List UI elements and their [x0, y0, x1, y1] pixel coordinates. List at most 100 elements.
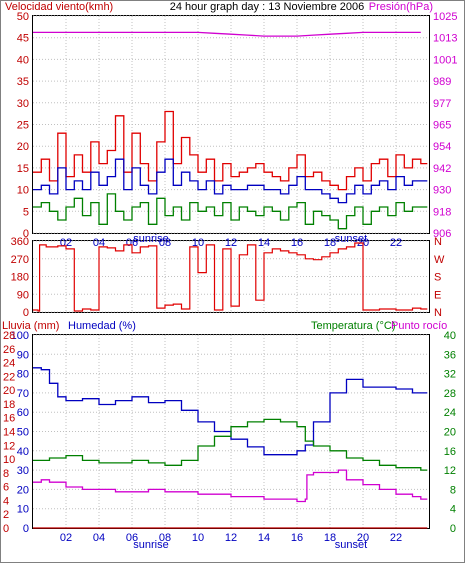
x-tick-label: 16	[291, 237, 303, 249]
humidity-axis-tick: 30	[17, 465, 29, 477]
x-tick-label: 04	[93, 237, 105, 249]
pressure-axis-tick: 930	[433, 185, 451, 197]
x-tick-label: 18	[324, 532, 336, 544]
humidity-axis-tick: 80	[17, 369, 29, 381]
rain-axis-tick: 18	[3, 399, 15, 411]
direction-axis-tick: 90	[17, 289, 29, 301]
humidity-axis-tick: 0	[23, 523, 29, 535]
humidity-label: Humedad (%)	[68, 320, 136, 332]
humidity-axis-tick: 40	[17, 446, 29, 458]
humidity-axis-tick: 90	[17, 349, 29, 361]
humidity-axis-tick: 70	[17, 388, 29, 400]
rain-axis-tick: 0	[3, 523, 9, 535]
rain-axis-tick: 12	[3, 440, 15, 452]
pressure-axis-tick: 1013	[433, 33, 457, 45]
x-tick-label: 22	[390, 237, 402, 249]
pressure-axis-tick: 906	[433, 228, 451, 240]
direction-axis-tick: 270	[11, 254, 29, 266]
rain-axis-tick: 4	[3, 495, 9, 507]
x-tick-label: 08	[159, 532, 171, 544]
humidity-axis-tick: 20	[17, 484, 29, 496]
temperature-axis-tick: 16	[444, 446, 456, 458]
temperature-axis-tick: 28	[444, 388, 456, 400]
graph-title: 24 hour graph day : 13 Noviembre 2006	[170, 1, 364, 13]
dewpoint-label: Punto rocío	[391, 320, 447, 332]
pressure-axis-tick: 1025	[433, 11, 457, 23]
rain-axis-tick: 8	[3, 468, 9, 480]
rain-axis-tick: 14	[3, 427, 15, 439]
rain-axis-tick: 2	[3, 509, 9, 521]
wind-axis-tick: 20	[17, 141, 29, 153]
rain-axis-tick: 10	[3, 454, 15, 466]
x-tick-label: 08	[159, 237, 171, 249]
x-tick-label: 16	[291, 532, 303, 544]
x-tick-label: 22	[390, 532, 402, 544]
temperature-axis-tick: 8	[450, 484, 456, 496]
temperature-series	[33, 418, 428, 471]
wind-axis-tick: 35	[17, 76, 29, 88]
wind-axis-tick: 45	[17, 33, 29, 45]
direction-axis-tick: 0	[23, 307, 29, 319]
pressure-axis-tick: 942	[433, 163, 451, 175]
wind-axis-tick: 0	[23, 228, 29, 240]
pressure-axis-tick: 965	[433, 120, 451, 132]
humidity-series	[33, 367, 428, 456]
pressure-series	[33, 31, 421, 37]
humidity-axis-tick: 10	[17, 504, 29, 516]
avg-wind-series	[33, 158, 428, 204]
wind-axis-tick: 15	[17, 163, 29, 175]
pressure-axis-tick: 989	[433, 76, 451, 88]
temperature-axis-tick: 20	[444, 427, 456, 439]
rain-label: Lluvia (mm)	[2, 320, 59, 332]
sunset-label-bottom: sunset	[335, 539, 367, 551]
wind-axis-tick: 10	[17, 185, 29, 197]
pressure-axis-tick: 918	[433, 206, 451, 218]
pressure-axis-tick: 1001	[433, 54, 457, 66]
wind-speed-label: Velocidad viento(kmh)	[5, 1, 113, 13]
direction-compass-tick: E	[434, 289, 441, 301]
direction-compass-tick: W	[434, 254, 445, 266]
wind-axis-tick: 50	[17, 11, 29, 23]
temperature-axis-tick: 12	[444, 465, 456, 477]
wind-axis-tick: 25	[17, 120, 29, 132]
wind-axis-tick: 40	[17, 54, 29, 66]
x-tick-label: 14	[258, 532, 270, 544]
temperature-label: Temperatura (°C)	[311, 320, 395, 332]
rain-axis-tick: 26	[3, 344, 15, 356]
x-tick-label: 06	[126, 532, 138, 544]
direction-compass-tick: N	[434, 236, 442, 248]
direction-compass-tick: N	[434, 307, 442, 319]
dewpoint-series	[33, 469, 428, 503]
sunrise-label-top: sunrise	[133, 233, 168, 245]
temperature-axis-tick: 4	[450, 504, 456, 516]
sunset-label-top: sunset	[335, 233, 367, 245]
sunrise-label-bottom: sunrise	[133, 539, 168, 551]
x-tick-label: 14	[258, 237, 270, 249]
rain-axis-tick: 28	[3, 330, 15, 342]
wind-direction-series	[33, 242, 428, 312]
x-tick-label: 18	[324, 237, 336, 249]
x-tick-label: 06	[126, 237, 138, 249]
temperature-axis-tick: 0	[450, 523, 456, 535]
wind-axis-tick: 5	[23, 206, 29, 218]
x-tick-label: 04	[93, 532, 105, 544]
rain-axis-tick: 24	[3, 358, 15, 370]
x-tick-label: 02	[60, 532, 72, 544]
direction-axis-tick: 360	[11, 236, 29, 248]
x-tick-label: 12	[225, 237, 237, 249]
wind-axis-tick: 30	[17, 98, 29, 110]
temperature-axis-tick: 36	[444, 349, 456, 361]
humidity-axis-tick: 50	[17, 427, 29, 439]
direction-axis-tick: 180	[11, 272, 29, 284]
temperature-axis-tick: 24	[444, 407, 456, 419]
x-tick-label: 12	[225, 532, 237, 544]
pressure-axis-tick: 954	[433, 141, 451, 153]
x-tick-label: 10	[192, 237, 204, 249]
rain-axis-tick: 6	[3, 482, 9, 494]
x-tick-label: 20	[357, 532, 369, 544]
temperature-axis-tick: 40	[444, 330, 456, 342]
min-wind-series	[33, 193, 428, 230]
temperature-axis-tick: 32	[444, 369, 456, 381]
pressure-label: Presión(hPa)	[369, 1, 433, 13]
